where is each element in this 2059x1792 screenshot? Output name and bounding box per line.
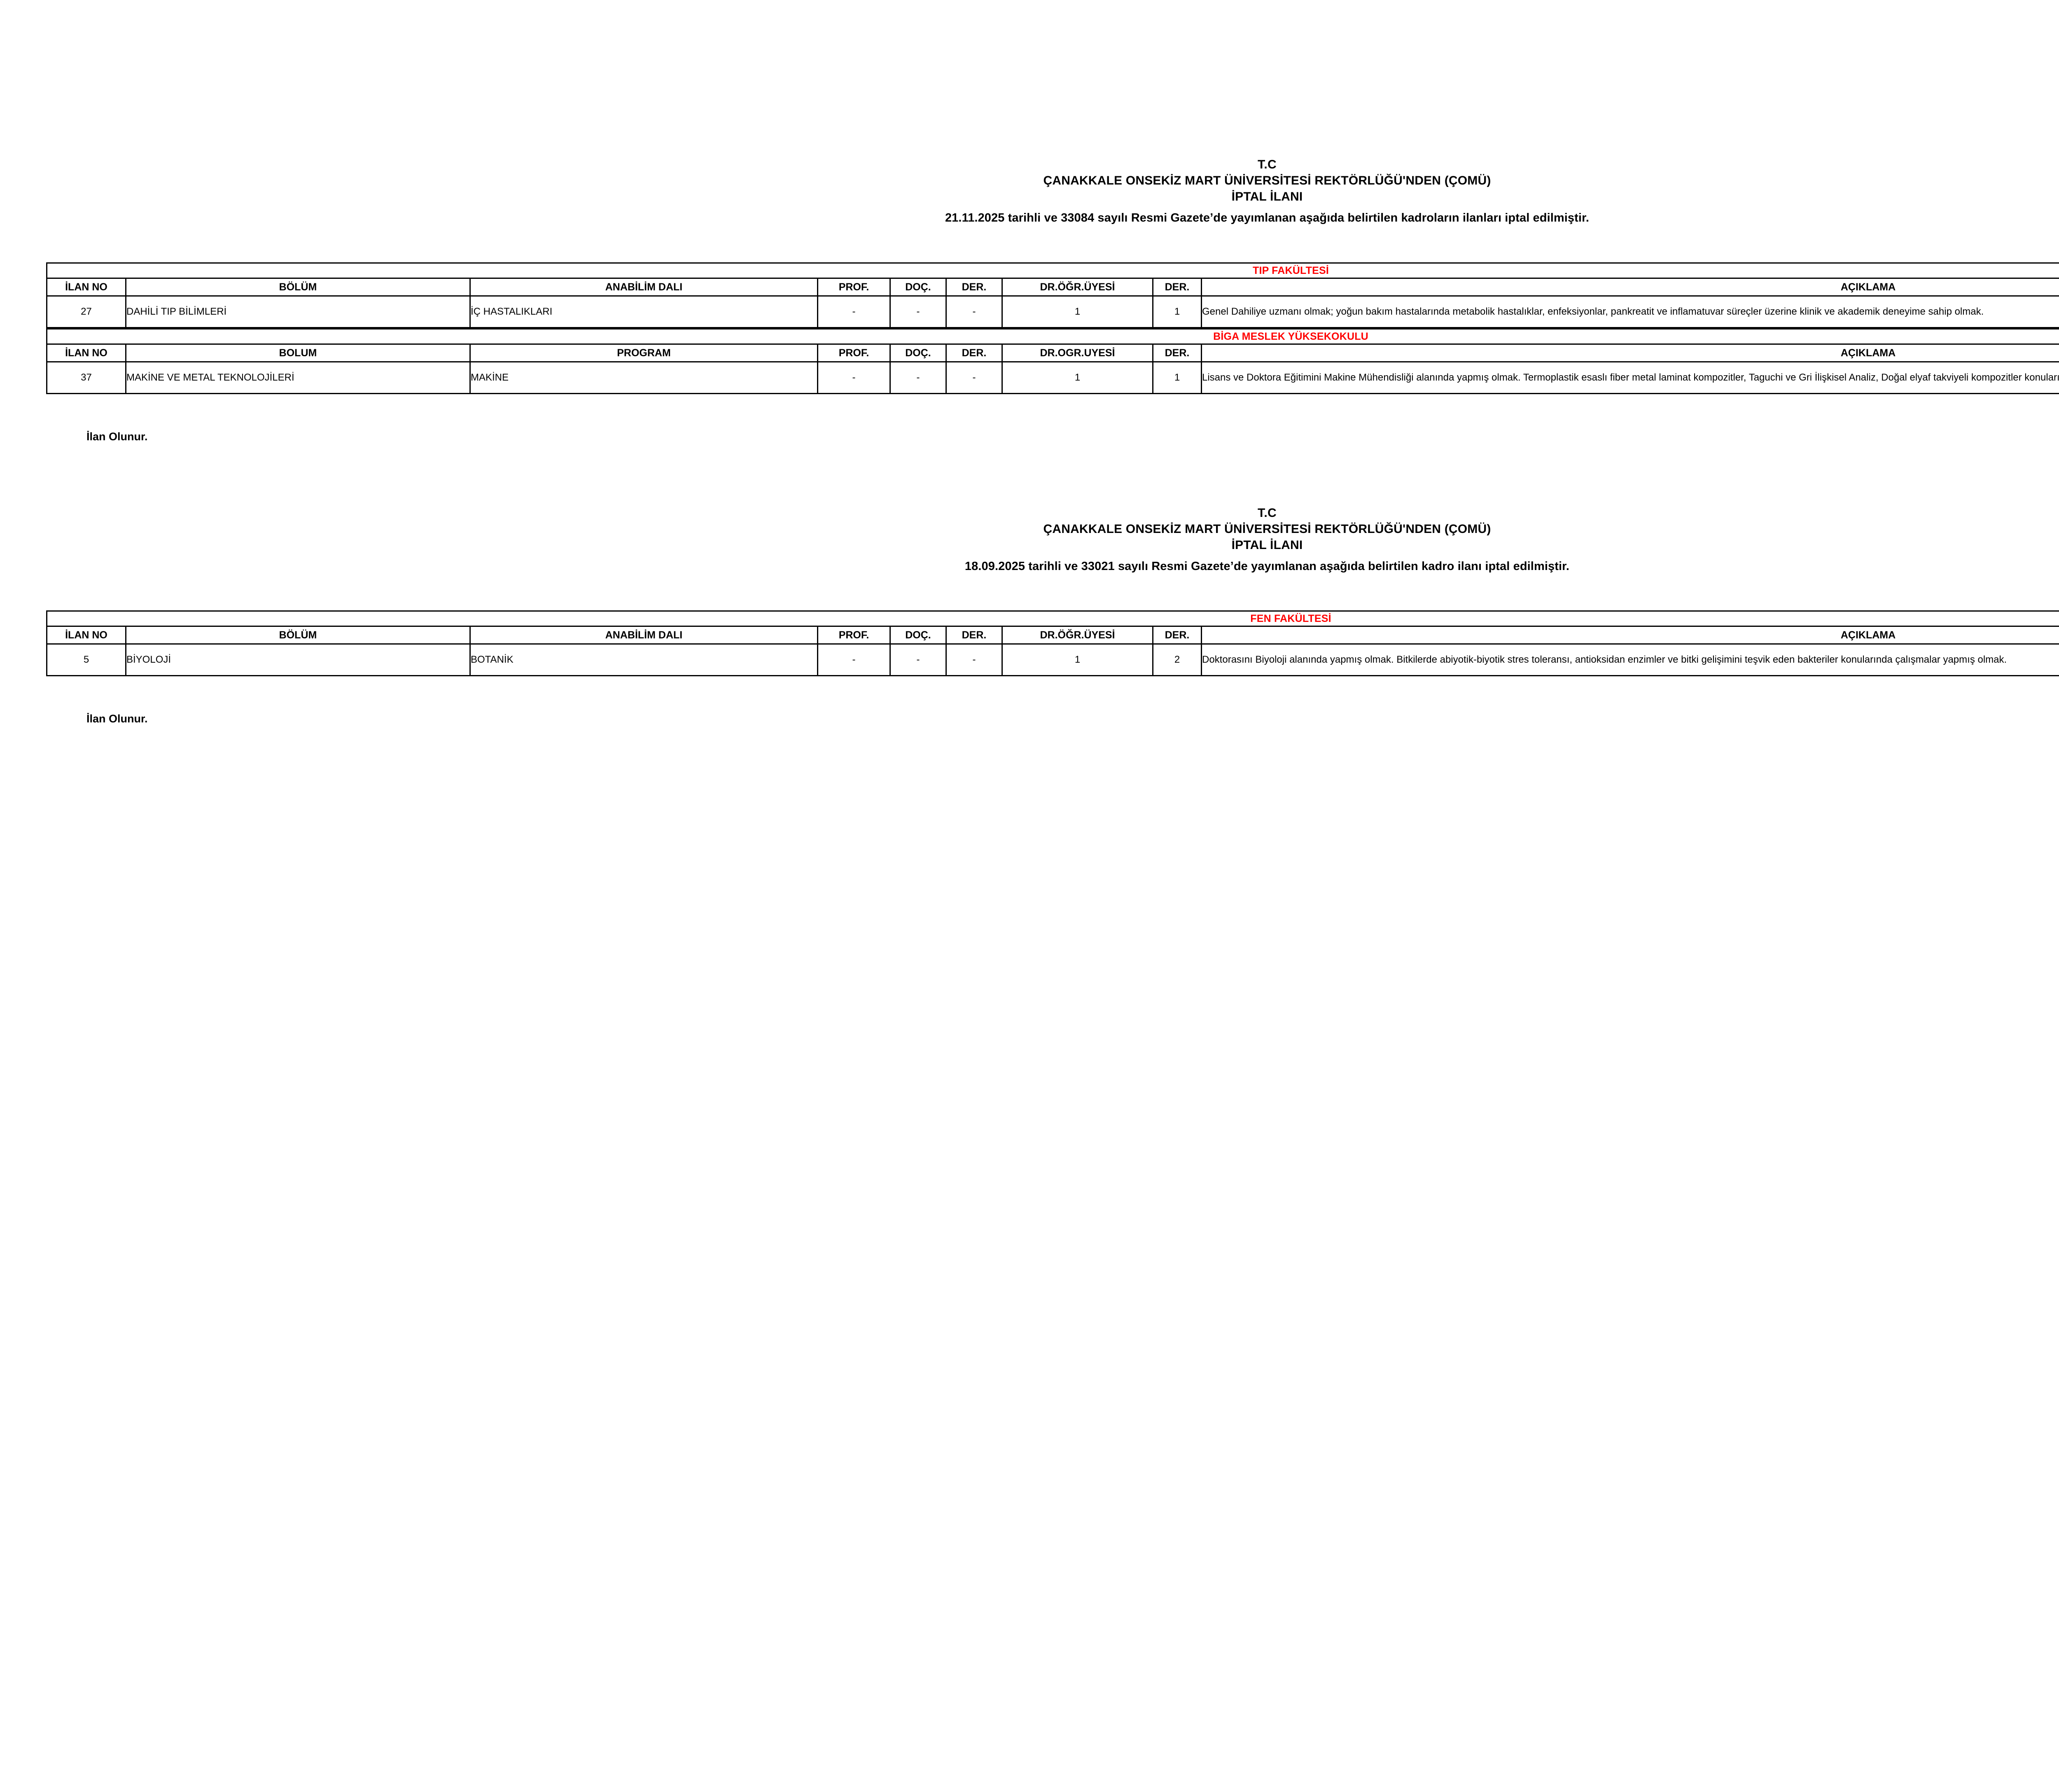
faculty-banner-label: BİGA MESLEK YÜKSEKOKULU [1213, 330, 1368, 342]
faculty-banner-label: TIP FAKÜLTESİ [1252, 264, 1329, 276]
cell-der-1: - [945, 361, 1003, 394]
spacer [0, 676, 2059, 713]
col-header-der-1: DER. [945, 277, 1003, 297]
col-header-anabilim-dali: ANABİLİM DALI [469, 626, 818, 645]
cell-der-1: - [945, 295, 1003, 328]
col-header-prof: PROF. [817, 343, 891, 362]
table-wrapper-biga-myo: BİGA MESLEK YÜKSEKOKULU İLAN NO BOLUM PR… [0, 328, 2059, 394]
cell-ilan-no: 5 [46, 643, 126, 677]
cell-der-1: - [945, 643, 1003, 677]
notice-line-org: ÇANAKKALE ONSEKİZ MART ÜNİVERSİTESİ REKT… [1043, 174, 1491, 187]
faculty-banner-row: FEN FAKÜLTESİ [46, 610, 2059, 627]
cell-prof: - [817, 643, 891, 677]
col-header-ilan-no: İLAN NO [46, 626, 126, 645]
cell-dr-ogr-uyesi: 1 [1001, 361, 1153, 394]
cell-ilan-no: 37 [46, 361, 126, 394]
notice-line-type: İPTAL İLANI [1231, 190, 1303, 203]
cell-dr-ogr-uyesi: 1 [1001, 295, 1153, 328]
aciklama-text: Lisans ve Doktora Eğitimini Makine Mühen… [1202, 371, 2059, 383]
col-header-bolum: BÖLÜM [125, 626, 471, 645]
aciklama-text: Genel Dahiliye uzmanı olmak; yoğun bakım… [1202, 306, 1984, 317]
cell-der-2: 1 [1152, 295, 1202, 328]
cell-der-2: 2 [1152, 643, 1202, 677]
cell-anabilim-dali: BOTANİK [469, 643, 818, 677]
col-header-der-2: DER. [1152, 277, 1202, 297]
col-header-anabilim-dali: ANABİLİM DALI [469, 277, 818, 297]
cell-bolum: BİYOLOJİ [125, 643, 471, 677]
faculty-banner-label: FEN FAKÜLTESİ [1250, 613, 1331, 625]
col-header-aciklama: AÇIKLAMA [1200, 343, 2059, 362]
notice-line-tc: T.C [1258, 506, 1277, 520]
col-header-dr-ogr-uyesi: DR.ÖĞR.ÜYESİ [1001, 626, 1153, 645]
col-header-program: PROGRAM [469, 343, 818, 362]
notice-header-1: T.C ÇANAKKALE ONSEKİZ MART ÜNİVERSİTESİ … [0, 157, 2059, 226]
ilan-olunur-footer-1: İlan Olunur. [86, 430, 148, 443]
table-row: 37 MAKİNE VE METAL TEKNOLOJİLERİ MAKİNE … [46, 361, 2059, 394]
cell-prof: - [817, 295, 891, 328]
table-row: 5 BİYOLOJİ BOTANİK - - - 1 2 Doktorasını… [46, 643, 2059, 677]
cell-doc: - [889, 295, 947, 328]
cell-anabilim-dali: İÇ HASTALIKLARI [469, 295, 818, 328]
col-header-ilan-no: İLAN NO [46, 343, 126, 362]
kadro-table-tip-fakultesi: TIP FAKÜLTESİ İLAN NO BÖLÜM ANABİLİM DAL… [46, 262, 2059, 328]
faculty-banner-row: BİGA MESLEK YÜKSEKOKULU [46, 328, 2059, 345]
notice-line-org: ÇANAKKALE ONSEKİZ MART ÜNİVERSİTESİ REKT… [1043, 522, 1491, 536]
between-announcements-spacer [0, 443, 2059, 505]
col-header-doc: DOÇ. [889, 277, 947, 297]
kadro-table-fen-fakultesi: FEN FAKÜLTESİ İLAN NO BÖLÜM ANABİLİM DAL… [46, 610, 2059, 677]
col-header-doc: DOÇ. [889, 626, 947, 645]
table-row: 27 DAHİLİ TIP BİLİMLERİ İÇ HASTALIKLARI … [46, 295, 2059, 328]
ilan-olunur-footer-2: İlan Olunur. [86, 713, 148, 725]
notice-line-tc: T.C [1258, 158, 1277, 171]
top-margin [0, 0, 2059, 157]
col-header-der-2: DER. [1152, 626, 1202, 645]
col-header-bolum: BOLUM [125, 343, 471, 362]
faculty-banner-cell: TIP FAKÜLTESİ [46, 262, 2059, 279]
notice-header-2: T.C ÇANAKKALE ONSEKİZ MART ÜNİVERSİTESİ … [0, 505, 2059, 575]
col-header-der-1: DER. [945, 343, 1003, 362]
col-header-aciklama: AÇIKLAMA [1200, 277, 2059, 297]
cell-ilan-no: 27 [46, 295, 126, 328]
table-wrapper-tip-fakultesi: TIP FAKÜLTESİ İLAN NO BÖLÜM ANABİLİM DAL… [0, 262, 2059, 328]
announcement-block-1: T.C ÇANAKKALE ONSEKİZ MART ÜNİVERSİTESİ … [0, 157, 2059, 443]
spacer [0, 574, 2059, 610]
spacer [0, 226, 2059, 262]
notice-line-type: İPTAL İLANI [1231, 538, 1303, 552]
cell-doc: - [889, 361, 947, 394]
cell-aciklama: Lisans ve Doktora Eğitimini Makine Mühen… [1200, 361, 2059, 394]
spacer [0, 394, 2059, 430]
aciklama-text: Doktorasını Biyoloji alanında yapmış olm… [1202, 654, 2007, 666]
col-header-ilan-no: İLAN NO [46, 277, 126, 297]
col-header-aciklama: AÇIKLAMA [1200, 626, 2059, 645]
cell-program: MAKİNE [469, 361, 818, 394]
kadro-table-biga-myo: BİGA MESLEK YÜKSEKOKULU İLAN NO BOLUM PR… [46, 328, 2059, 394]
faculty-banner-row: TIP FAKÜLTESİ [46, 262, 2059, 279]
column-header-row: İLAN NO BÖLÜM ANABİLİM DALI PROF. DOÇ. D… [46, 277, 2059, 297]
col-header-dr-ogr-uyesi: DR.OGR.UYESİ [1001, 343, 1153, 362]
cell-prof: - [817, 361, 891, 394]
faculty-banner-cell: BİGA MESLEK YÜKSEKOKULU [46, 328, 2059, 345]
cell-aciklama: Genel Dahiliye uzmanı olmak; yoğun bakım… [1200, 295, 2059, 328]
notice-line-ref: 18.09.2025 tarihli ve 33021 sayılı Resmi… [964, 559, 1570, 573]
column-header-row: İLAN NO BÖLÜM ANABİLİM DALI PROF. DOÇ. D… [46, 626, 2059, 645]
column-header-row: İLAN NO BOLUM PROGRAM PROF. DOÇ. DER. DR… [46, 343, 2059, 362]
notice-line-ref: 21.11.2025 tarihli ve 33084 sayılı Resmi… [945, 211, 1590, 224]
col-header-bolum: BÖLÜM [125, 277, 471, 297]
col-header-der-1: DER. [945, 626, 1003, 645]
cell-bolum: DAHİLİ TIP BİLİMLERİ [125, 295, 471, 328]
col-header-der-2: DER. [1152, 343, 1202, 362]
col-header-dr-ogr-uyesi: DR.ÖĞR.ÜYESİ [1001, 277, 1153, 297]
cell-doc: - [889, 643, 947, 677]
cell-dr-ogr-uyesi: 1 [1001, 643, 1153, 677]
cell-bolum: MAKİNE VE METAL TEKNOLOJİLERİ [125, 361, 471, 394]
cell-der-2: 1 [1152, 361, 1202, 394]
faculty-banner-cell: FEN FAKÜLTESİ [46, 610, 2059, 627]
col-header-prof: PROF. [817, 626, 891, 645]
announcement-block-2: T.C ÇANAKKALE ONSEKİZ MART ÜNİVERSİTESİ … [0, 505, 2059, 726]
cell-aciklama: Doktorasını Biyoloji alanında yapmış olm… [1200, 643, 2059, 677]
col-header-prof: PROF. [817, 277, 891, 297]
table-wrapper-fen-fakultesi: FEN FAKÜLTESİ İLAN NO BÖLÜM ANABİLİM DAL… [0, 610, 2059, 677]
col-header-doc: DOÇ. [889, 343, 947, 362]
